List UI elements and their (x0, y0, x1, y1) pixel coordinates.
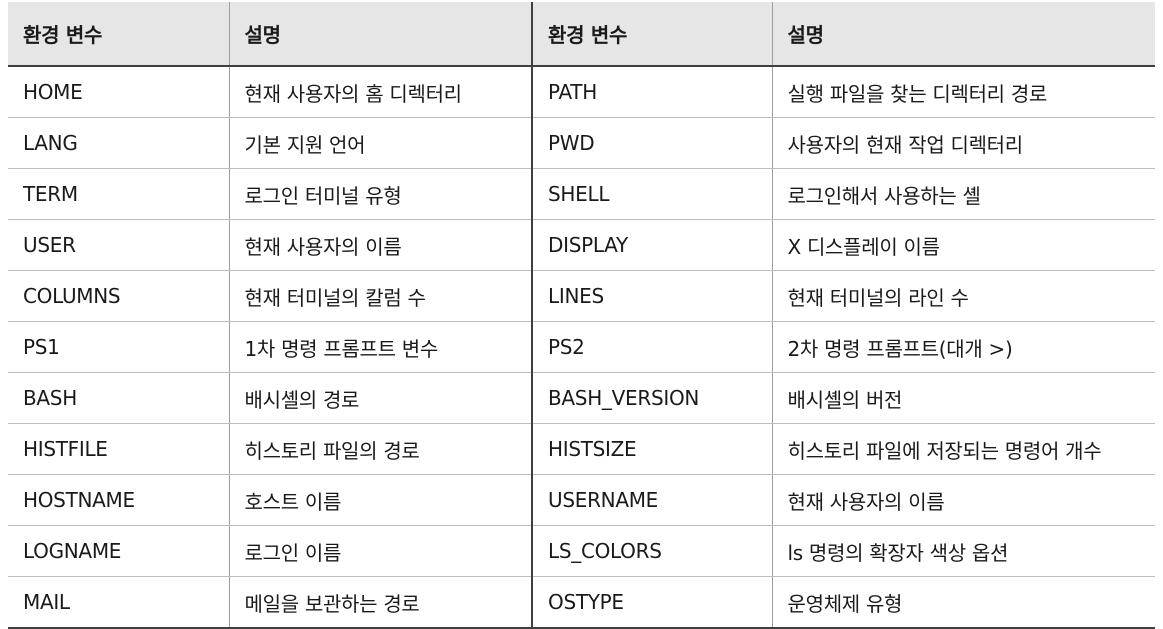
env-var-name-right: BASH_VERSION (532, 373, 772, 424)
header-description-left: 설명 (229, 2, 532, 66)
env-var-description-right: 운영체제 유형 (772, 577, 1155, 629)
table-row: MAIL 메일을 보관하는 경로 OSTYPE 운영체제 유형 (8, 577, 1155, 629)
header-env-var-left: 환경 변수 (8, 2, 229, 66)
table-row: BASH 배시셸의 경로 BASH_VERSION 배시셸의 버전 (8, 373, 1155, 424)
env-var-description-left: 메일을 보관하는 경로 (229, 577, 532, 629)
env-var-name-right: LINES (532, 271, 772, 322)
header-description-right: 설명 (772, 2, 1155, 66)
env-var-description-left: 1차 명령 프롬프트 변수 (229, 322, 532, 373)
env-var-description-left: 현재 사용자의 이름 (229, 220, 532, 271)
env-var-description-left: 현재 터미널의 칼럼 수 (229, 271, 532, 322)
table-row: HOME 현재 사용자의 홈 디렉터리 PATH 실행 파일을 찾는 디렉터리 경로 (8, 66, 1155, 118)
env-var-name-left: MAIL (8, 577, 229, 629)
env-var-description-right: X 디스플레이 이름 (772, 220, 1155, 271)
env-var-description-right: 히스토리 파일에 저장되는 명령어 개수 (772, 424, 1155, 475)
env-var-name-left: PS1 (8, 322, 229, 373)
env-var-name-left: USER (8, 220, 229, 271)
env-var-description-left: 배시셸의 경로 (229, 373, 532, 424)
env-var-name-right: PATH (532, 66, 772, 118)
table-row: HOSTNAME 호스트 이름 USERNAME 현재 사용자의 이름 (8, 475, 1155, 526)
env-var-description-right: 배시셸의 버전 (772, 373, 1155, 424)
env-var-name-right: PS2 (532, 322, 772, 373)
env-variable-table: 환경 변수 설명 환경 변수 설명 HOME 현재 사용자의 홈 디렉터리 PATH… (8, 2, 1155, 629)
env-var-description-left: 호스트 이름 (229, 475, 532, 526)
env-var-description-left: 로그인 터미널 유형 (229, 169, 532, 220)
env-var-description-right: 현재 터미널의 라인 수 (772, 271, 1155, 322)
env-var-description-left: 기본 지원 언어 (229, 118, 532, 169)
table-body: HOME 현재 사용자의 홈 디렉터리 PATH 실행 파일을 찾는 디렉터리 경로 L… (8, 66, 1155, 628)
env-var-name-left: BASH (8, 373, 229, 424)
env-var-description-right: 사용자의 현재 작업 디렉터리 (772, 118, 1155, 169)
env-var-description-right: ls 명령의 확장자 색상 옵션 (772, 526, 1155, 577)
table-row: USER 현재 사용자의 이름 DISPLAY X 디스플레이 이름 (8, 220, 1155, 271)
env-var-name-right: PWD (532, 118, 772, 169)
env-var-name-left: LOGNAME (8, 526, 229, 577)
env-var-name-left: LANG (8, 118, 229, 169)
env-var-name-left: TERM (8, 169, 229, 220)
env-var-description-right: 현재 사용자의 이름 (772, 475, 1155, 526)
env-var-description-right: 2차 명령 프롬프트(대개 >) (772, 322, 1155, 373)
env-var-name-right: DISPLAY (532, 220, 772, 271)
env-var-name-right: LS_COLORS (532, 526, 772, 577)
table-row: HISTFILE 히스토리 파일의 경로 HISTSIZE 히스토리 파일에 저장되는… (8, 424, 1155, 475)
header-row: 환경 변수 설명 환경 변수 설명 (8, 2, 1155, 66)
env-var-name-left: HOSTNAME (8, 475, 229, 526)
env-var-description-left: 로그인 이름 (229, 526, 532, 577)
env-var-description-right: 실행 파일을 찾는 디렉터리 경로 (772, 66, 1155, 118)
env-var-name-right: HISTSIZE (532, 424, 772, 475)
table-header: 환경 변수 설명 환경 변수 설명 (8, 2, 1155, 66)
table-row: COLUMNS 현재 터미널의 칼럼 수 LINES 현재 터미널의 라인 수 (8, 271, 1155, 322)
env-var-description-left: 히스토리 파일의 경로 (229, 424, 532, 475)
table-row: LANG 기본 지원 언어 PWD 사용자의 현재 작업 디렉터리 (8, 118, 1155, 169)
header-env-var-right: 환경 변수 (532, 2, 772, 66)
env-var-description-left: 현재 사용자의 홈 디렉터리 (229, 66, 532, 118)
env-var-name-left: HISTFILE (8, 424, 229, 475)
table-row: LOGNAME 로그인 이름 LS_COLORS ls 명령의 확장자 색상 옵션 (8, 526, 1155, 577)
env-var-name-left: COLUMNS (8, 271, 229, 322)
env-var-name-right: SHELL (532, 169, 772, 220)
env-var-name-left: HOME (8, 66, 229, 118)
env-var-name-right: USERNAME (532, 475, 772, 526)
env-var-name-right: OSTYPE (532, 577, 772, 629)
table-row: TERM 로그인 터미널 유형 SHELL 로그인해서 사용하는 셸 (8, 169, 1155, 220)
env-var-description-right: 로그인해서 사용하는 셸 (772, 169, 1155, 220)
table-row: PS1 1차 명령 프롬프트 변수 PS2 2차 명령 프롬프트(대개 >) (8, 322, 1155, 373)
